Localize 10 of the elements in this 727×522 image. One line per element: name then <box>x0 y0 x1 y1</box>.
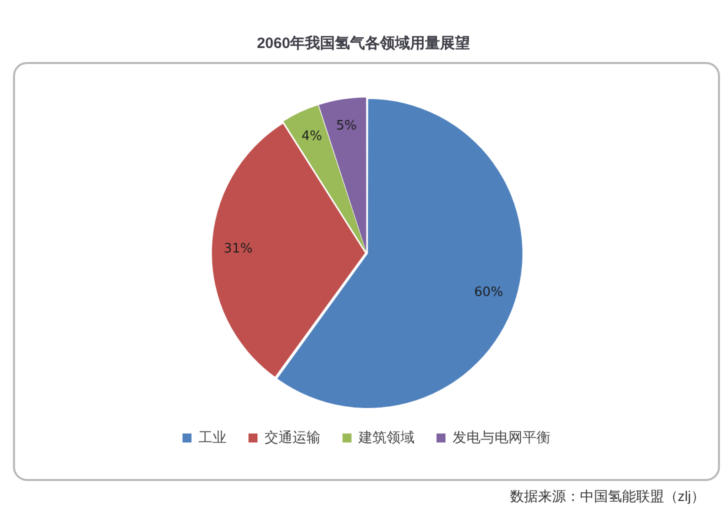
chart-title: 2060年我国氢气各领域用量展望 <box>256 34 472 53</box>
legend-label: 工业 <box>198 428 226 445</box>
legend-label: 交通运输 <box>264 428 320 445</box>
data-label: 4% <box>302 129 322 144</box>
legend-label: 发电与电网平衡 <box>452 428 550 445</box>
data-label: 60% <box>474 285 504 300</box>
data-label: 31% <box>224 241 253 256</box>
legend-label: 建筑领域 <box>358 428 414 445</box>
data-label: 5% <box>336 118 357 134</box>
source-note: 数据来源：中国氢能联盟（zlj） <box>510 488 705 506</box>
